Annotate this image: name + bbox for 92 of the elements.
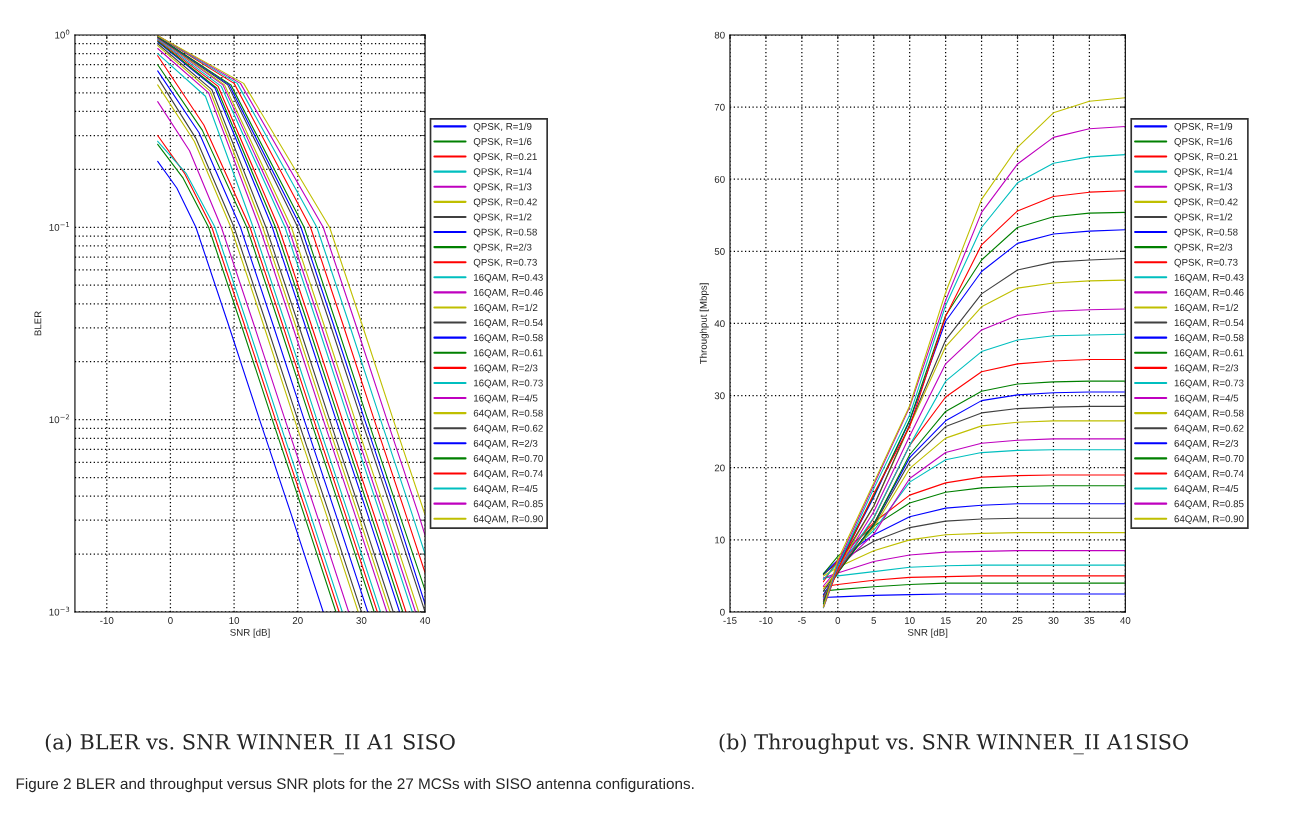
legend-label: 16QAM, R=0.46 [1174,289,1244,298]
y-tick-label: 30 [714,392,725,400]
legend-label: 64QAM, R=0.58 [1174,409,1244,419]
legend-label: QPSK, R=1/6 [1174,137,1233,147]
y-axis-title: BLER [34,311,42,336]
y-tick-label: 40 [714,320,725,328]
x-tick-label: -15 [723,617,737,624]
x-tick-label: 0 [835,617,841,624]
legend-label: 16QAM, R=0.61 [1174,349,1244,358]
x-tick-label: 20 [976,617,987,624]
y-tick-label: 20 [714,464,725,472]
legend-label: 64QAM, R=2/3 [473,439,538,449]
legend-label: 64QAM, R=0.90 [473,515,543,524]
y-tick-label: 50 [714,248,725,255]
legend-label: QPSK, R=0.42 [1174,198,1238,208]
legend-label: 16QAM, R=0.43 [474,273,543,283]
legend-label: 16QAM, R=4/5 [474,394,538,404]
legend-label: QPSK, R=1/4 [473,168,532,177]
x-tick-label: -10 [759,617,773,624]
legend-label: 16QAM, R=1/2 [474,303,538,313]
legend-label: QPSK, R=1/3 [473,183,532,192]
legend-label: 16QAM, R=4/5 [1174,394,1239,404]
legend-label: 64QAM, R=0.85 [1174,500,1244,509]
x-tick-label: 30 [356,617,367,624]
legend-label: QPSK, R=1/2 [1174,213,1233,223]
legend-label: 16QAM, R=0.54 [474,319,543,328]
x-tick-label: 10 [229,617,240,624]
legend-label: QPSK, R=0.42 [473,198,537,208]
legend-label: 16QAM, R=2/3 [1174,364,1239,374]
legend-label: 16QAM, R=0.58 [1174,334,1244,343]
legend-label: 64QAM, R=0.62 [473,424,543,434]
x-tick-label: 10 [905,617,915,624]
legend-label: 64QAM, R=0.62 [1174,424,1244,434]
x-tick-label: -5 [797,617,806,624]
y-tick-label: 10$^{−1}$ [49,222,70,231]
legend-label: 64QAM, R=0.74 [473,470,543,479]
legend-label: QPSK, R=1/6 [473,137,532,147]
x-tick-label: 35 [1084,617,1095,624]
legend-label: QPSK, R=0.21 [1174,153,1238,162]
legend-label: 16QAM, R=0.61 [474,349,543,358]
legend-label: 64QAM, R=4/5 [1174,484,1239,494]
legend-label: QPSK, R=1/9 [473,122,532,132]
y-tick-label: 10$^{−2}$ [49,414,70,424]
legend-label: QPSK, R=0.73 [473,258,537,268]
x-tick-label: 20 [292,617,303,624]
legend-label: 16QAM, R=1/2 [1174,303,1239,313]
y-tick-label: 10 [715,536,725,544]
legend-label: QPSK, R=0.58 [473,228,537,238]
legend-label: 16QAM, R=0.73 [1174,379,1244,389]
x-tick-label: -10 [100,617,114,624]
legend-label: QPSK, R=0.58 [1174,228,1238,238]
legend-label: 16QAM, R=0.58 [474,334,543,343]
y-tick-label: 80 [714,31,725,39]
legend-label: 16QAM, R=0.54 [1174,319,1244,328]
text: (b) Throughput vs. SNR WINNER_II A1SISO [719,733,1188,755]
x-tick-label: 15 [940,617,951,624]
x-tick-label: 5 [871,617,877,624]
y-tick-label: 70 [714,103,725,111]
legend-label: 16QAM, R=0.43 [1174,273,1244,283]
y-tick-label: 0 [720,608,725,616]
x-axis-title: SNR [dB] [230,628,270,638]
x-tick-label: 0 [168,617,173,624]
x-tick-label: 40 [1120,617,1131,624]
legend-label: QPSK, R=2/3 [1174,243,1233,253]
legend-label: QPSK, R=1/4 [1174,168,1233,177]
legend-label: 64QAM, R=0.85 [473,500,543,509]
caption: Figure 2 BLER and throughput versus SNR plots for the 27 MCSs with SISO antenna configurations. [16,777,694,793]
text: (a) BLER vs. SNR WINNER_II A1 SISO [45,733,455,755]
legend-label: QPSK, R=0.21 [473,153,537,162]
legend-label: QPSK, R=1/2 [473,213,532,223]
y-axis-title: Throughput [Mbps] [699,283,709,365]
legend-label: 64QAM, R=2/3 [1174,439,1239,449]
legend-label: 16QAM, R=2/3 [474,364,538,374]
y-tick-label: 10$^{0}$ [55,29,70,39]
x-tick-label: 40 [419,617,431,624]
legend-label: QPSK, R=1/9 [1174,122,1233,132]
y-tick-label: 10$^{−3}$ [49,606,70,616]
x-axis-title: SNR [dB] [907,628,948,638]
x-tick-label: 25 [1012,617,1023,624]
legend-label: 64QAM, R=0.70 [473,455,543,464]
y-tick-label: 60 [714,175,725,183]
legend-label: QPSK, R=1/3 [1174,183,1233,192]
legend-label: QPSK, R=2/3 [473,243,532,253]
x-tick-label: 30 [1048,617,1059,624]
legend-label: 64QAM, R=0.90 [1174,515,1244,524]
legend-label: 16QAM, R=0.46 [474,289,543,298]
legend-label: 64QAM, R=0.70 [1174,455,1244,464]
legend-label: 64QAM, R=0.58 [473,409,543,419]
legend-label: 64QAM, R=4/5 [473,484,538,494]
legend-label: 16QAM, R=0.73 [474,379,543,389]
legend-label: 64QAM, R=0.74 [1174,470,1244,479]
legend-label: QPSK, R=0.73 [1174,258,1238,268]
